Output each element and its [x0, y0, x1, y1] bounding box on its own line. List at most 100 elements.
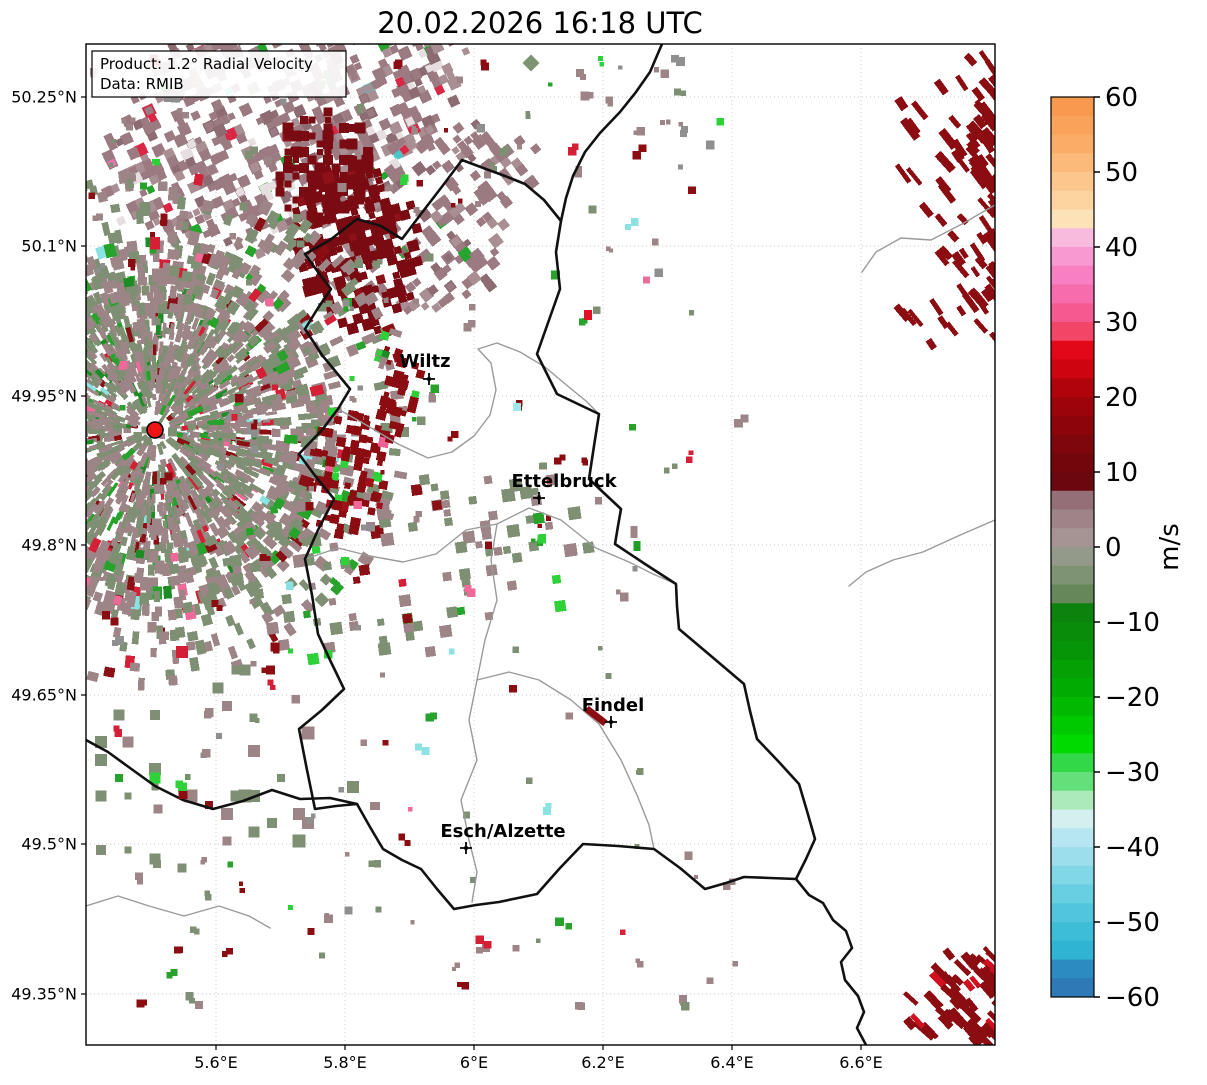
echo-pixel: [68, 409, 75, 413]
echo-pixel: [350, 263, 355, 268]
echo-pixel: [167, 542, 174, 549]
echo-pixel: [18, 486, 29, 496]
echo-pixel: [415, 42, 424, 51]
colorbar-band: [1051, 491, 1094, 510]
echo-pixel: [270, 18, 283, 31]
echo-pixel: [717, 118, 724, 125]
echo-pixel: [469, 304, 476, 311]
echo-pixel: [499, 148, 507, 156]
echo-pixel: [359, 564, 371, 576]
echo-pixel: [506, 524, 520, 538]
echo-pixel: [376, 907, 382, 913]
echo-pixel: [10, 339, 25, 353]
echo-pixel: [153, 252, 159, 261]
echo-pixel: [411, 484, 423, 496]
echo-pixel: [73, 499, 80, 506]
echo-pixel: [69, 298, 85, 315]
echo-pixel: [513, 646, 519, 652]
echo-pixel: [942, 947, 955, 960]
echo-pixel: [227, 432, 236, 438]
echo-pixel: [135, 550, 144, 559]
echo-pixel: [444, 517, 453, 526]
echo-pixel: [1, 342, 14, 355]
echo-pixel: [419, 474, 430, 485]
echo-pixel: [58, 378, 65, 384]
echo-pixel: [24, 280, 38, 294]
echo-pixel: [512, 552, 523, 563]
echo-pixel: [449, 649, 455, 655]
echo-pixel: [132, 631, 140, 644]
echo-pixel: [321, 450, 328, 457]
echo-pixel: [354, 501, 362, 509]
echo-pixel: [606, 674, 610, 678]
echo-pixel: [48, 324, 62, 338]
lon-tick-label: 6.4°E: [710, 1053, 754, 1072]
echo-pixel: [69, 444, 78, 450]
echo-pixel: [70, 377, 78, 384]
echo-pixel: [412, 417, 416, 421]
echo-pixel: [362, 23, 371, 32]
echo-pixel: [0, 384, 2, 393]
echo-pixel: [66, 290, 80, 304]
echo-pixel: [20, 447, 33, 457]
echo-pixel: [205, 894, 211, 900]
echo-pixel: [56, 363, 70, 374]
echo-pixel: [138, 678, 145, 691]
echo-pixel: [0, 304, 8, 317]
echo-pixel: [368, 524, 375, 531]
echo-pixel: [48, 483, 59, 492]
echo-pixel: [283, 123, 294, 134]
echo-pixel: [476, 947, 483, 954]
echo-pixel: [32, 473, 49, 488]
echo-pixel: [45, 375, 62, 387]
echo-pixel: [69, 506, 76, 513]
echo-pixel: [0, 491, 10, 501]
echo-pixel: [52, 418, 69, 424]
echo-pixel: [49, 467, 65, 476]
echo-pixel: [228, 646, 238, 660]
echo-pixel: [689, 450, 694, 455]
echo-pixel: [46, 411, 57, 416]
echo-pixel: [440, 490, 450, 500]
echo-pixel: [65, 274, 78, 289]
echo-pixel: [0, 587, 12, 604]
echo-pixel: [61, 261, 74, 276]
echo-pixel: [2, 350, 17, 364]
echo-pixel: [0, 279, 11, 292]
echo-pixel: [202, 857, 207, 862]
colorbar-tick-label: −30: [1105, 758, 1160, 788]
echo-pixel: [297, 502, 305, 510]
echo-pixel: [357, 104, 364, 111]
echo-pixel: [50, 425, 65, 429]
echo-pixel: [42, 323, 57, 338]
echo-pixel: [68, 645, 79, 656]
echo-pixel: [14, 296, 28, 309]
lat-tick-label: 49.95°N: [11, 387, 77, 406]
echo-pixel: [49, 421, 61, 427]
echo-pixel: [398, 579, 406, 587]
echo-pixel: [176, 946, 183, 953]
echo-pixel: [0, 320, 7, 334]
echo-pixel: [283, 611, 295, 623]
echo-pixel: [8, 524, 21, 536]
echo-pixel: [384, 187, 389, 192]
echo-pixel: [29, 455, 42, 468]
echo-pixel: [185, 774, 191, 780]
echo-pixel: [41, 434, 58, 440]
echo-pixel: [31, 326, 47, 341]
echo-pixel: [284, 435, 298, 445]
echo-pixel: [262, 16, 271, 25]
echo-pixel: [74, 557, 84, 568]
echo-pixel: [66, 366, 79, 378]
echo-pixel: [302, 727, 315, 740]
echo-pixel: [155, 860, 160, 865]
colorbar-band: [1051, 828, 1094, 847]
echo-pixel: [924, 990, 944, 1011]
echo-pixel: [249, 10, 263, 24]
echo-pixel: [126, 124, 133, 131]
echo-pixel: [488, 511, 498, 521]
echo-pixel: [465, 585, 472, 592]
colorbar-band: [1051, 660, 1094, 679]
echo-pixel: [190, 431, 200, 438]
echo-pixel: [209, 587, 217, 595]
